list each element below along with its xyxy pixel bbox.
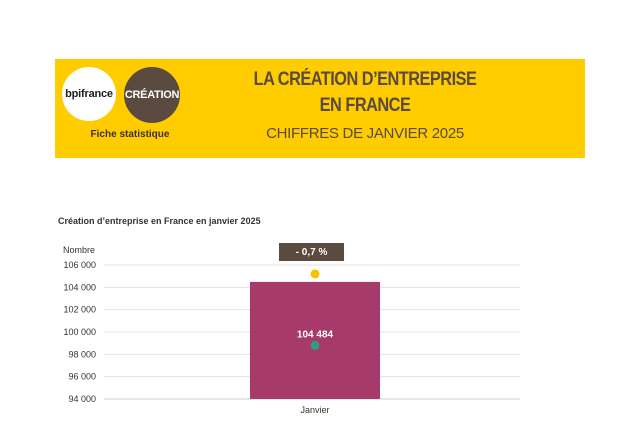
y-tick-label: 106 000 <box>63 260 96 270</box>
creation-logo: CRÉATION <box>124 67 180 123</box>
header-banner: bpifrance CRÉATION Fiche statistique LA … <box>55 59 585 158</box>
y-tick-label: 102 000 <box>63 305 96 315</box>
title-line-2: EN FRANCE <box>319 95 411 116</box>
page-title: LA CRÉATION D’ENTREPRISE EN FRANCE <box>245 67 486 119</box>
page-subtitle: CHIFFRES DE JANVIER 2025 <box>266 125 464 142</box>
y-tick-label: 96 000 <box>68 372 96 382</box>
fiche-label: Fiche statistique <box>90 129 170 140</box>
title-line-1: LA CRÉATION D’ENTREPRISE <box>253 69 477 90</box>
y-tick-label: 100 000 <box>63 327 96 337</box>
y-axis-label: Nombre <box>63 245 96 255</box>
bar <box>250 281 380 399</box>
bar-value-label: 104 484 <box>297 329 334 340</box>
x-tick-label: Janvier <box>300 405 329 415</box>
chart-title: Création d’entreprise en France en janvi… <box>58 216 261 226</box>
y-tick-label: 94 000 <box>68 394 96 404</box>
bpifrance-logo: bpifrance <box>62 67 116 121</box>
y-tick-label: 98 000 <box>68 349 96 359</box>
reference-marker <box>310 340 320 350</box>
y-tick-label: 104 000 <box>63 282 96 292</box>
previous-marker <box>310 269 320 279</box>
variation-badge: - 0,7 % <box>279 243 344 261</box>
